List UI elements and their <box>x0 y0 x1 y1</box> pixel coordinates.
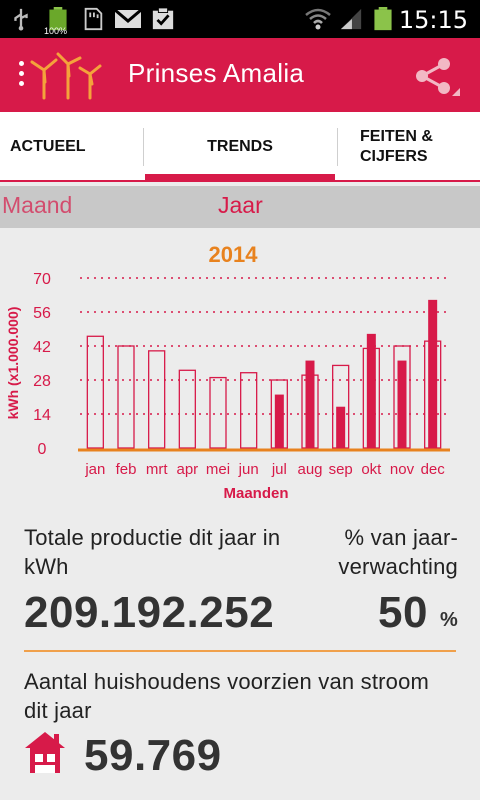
bar-chart: 0 14 28 42 56 70 kWh (x1.000.000) jan feb mrt apr m… <box>5 271 450 502</box>
bar-outline <box>240 372 258 449</box>
percent-sign: % <box>440 609 458 631</box>
wind-turbines-icon <box>30 52 102 100</box>
house-icon <box>25 732 65 773</box>
bar-filled <box>428 299 438 448</box>
tab-feiten-cijfers-label: FEITEN & CIJFERS <box>360 128 433 165</box>
y-tick-label: 70 <box>33 271 51 288</box>
x-tick-label: jul <box>271 461 287 478</box>
y-tick-label: 0 <box>38 441 47 458</box>
x-tick-label: mrt <box>146 461 168 478</box>
households-value: 59.769 <box>84 731 222 780</box>
chart-title: 2014 <box>208 242 258 267</box>
bar-outline <box>117 345 135 449</box>
gmail-icon <box>114 8 142 28</box>
bar-outline <box>148 350 166 449</box>
tab-divider <box>337 128 338 166</box>
bar-filled <box>274 394 284 448</box>
status-bar: 100% 15:15 <box>0 0 480 38</box>
x-tick-label: feb <box>116 461 137 478</box>
x-tick-label: jan <box>84 461 105 478</box>
x-tick-label: nov <box>390 461 415 478</box>
period-toggle: Maand Jaar <box>0 186 480 228</box>
x-tick-label: sep <box>329 461 353 478</box>
y-tick-label: 56 <box>33 305 51 322</box>
y-axis-label: kWh (x1.000.000) <box>5 307 21 420</box>
clock: 15:15 <box>398 6 468 34</box>
households-label: Aantal huishoudens voorzien van stroom d… <box>24 669 430 723</box>
selected-tab-indicator <box>145 174 335 182</box>
x-tick-label: jun <box>238 461 259 478</box>
clipboard-check-icon <box>152 7 174 30</box>
total-production-value: 209.192.252 <box>24 588 275 637</box>
bar-filled <box>336 406 346 448</box>
app-title: Prinses Amalia <box>128 58 305 88</box>
y-tick-label: 28 <box>33 373 51 390</box>
battery-charging-icon <box>374 7 392 31</box>
period-maand-button[interactable]: Maand <box>2 192 73 218</box>
x-tick-label: apr <box>176 461 198 478</box>
x-axis-label: Maanden <box>223 485 288 502</box>
battery-full-icon <box>49 7 67 31</box>
tab-feiten-cijfers[interactable]: FEITEN & CIJFERS <box>360 112 480 182</box>
tab-divider <box>143 128 144 166</box>
bar-filled <box>397 360 407 448</box>
tab-bar: ACTUEEL TRENDS FEITEN & CIJFERS <box>0 112 480 182</box>
bar-outline <box>209 376 227 449</box>
overflow-dots-icon[interactable] <box>19 61 25 89</box>
bar-filled <box>305 360 315 448</box>
x-tick-label: okt <box>361 461 382 478</box>
bar-filled <box>366 333 376 448</box>
expectation-percent-value: 50 <box>378 588 428 637</box>
sd-card-icon <box>84 7 103 31</box>
bar-outline <box>86 335 104 449</box>
x-tick-label: aug <box>297 461 322 478</box>
battery-percent: 100% <box>44 26 68 36</box>
usb-icon <box>14 8 28 31</box>
tab-actueel[interactable]: ACTUEEL <box>10 138 86 155</box>
period-jaar-button[interactable]: Jaar <box>218 192 263 218</box>
app-bar: Prinses Amalia <box>0 38 480 112</box>
share-icon[interactable] <box>414 58 460 98</box>
divider <box>24 650 456 652</box>
x-tick-label: dec <box>421 461 446 478</box>
wifi-icon <box>305 8 331 30</box>
y-tick-label: 42 <box>33 339 51 356</box>
total-production-label: Totale productie dit jaar in kWh <box>24 525 281 579</box>
expectation-percent-label: % van jaar-verwachting <box>338 525 458 579</box>
tab-trends[interactable]: TRENDS <box>207 138 273 155</box>
y-tick-label: 14 <box>33 407 51 424</box>
bar-outline <box>178 369 196 449</box>
signal-icon <box>340 8 362 30</box>
x-tick-label: mei <box>206 461 230 478</box>
